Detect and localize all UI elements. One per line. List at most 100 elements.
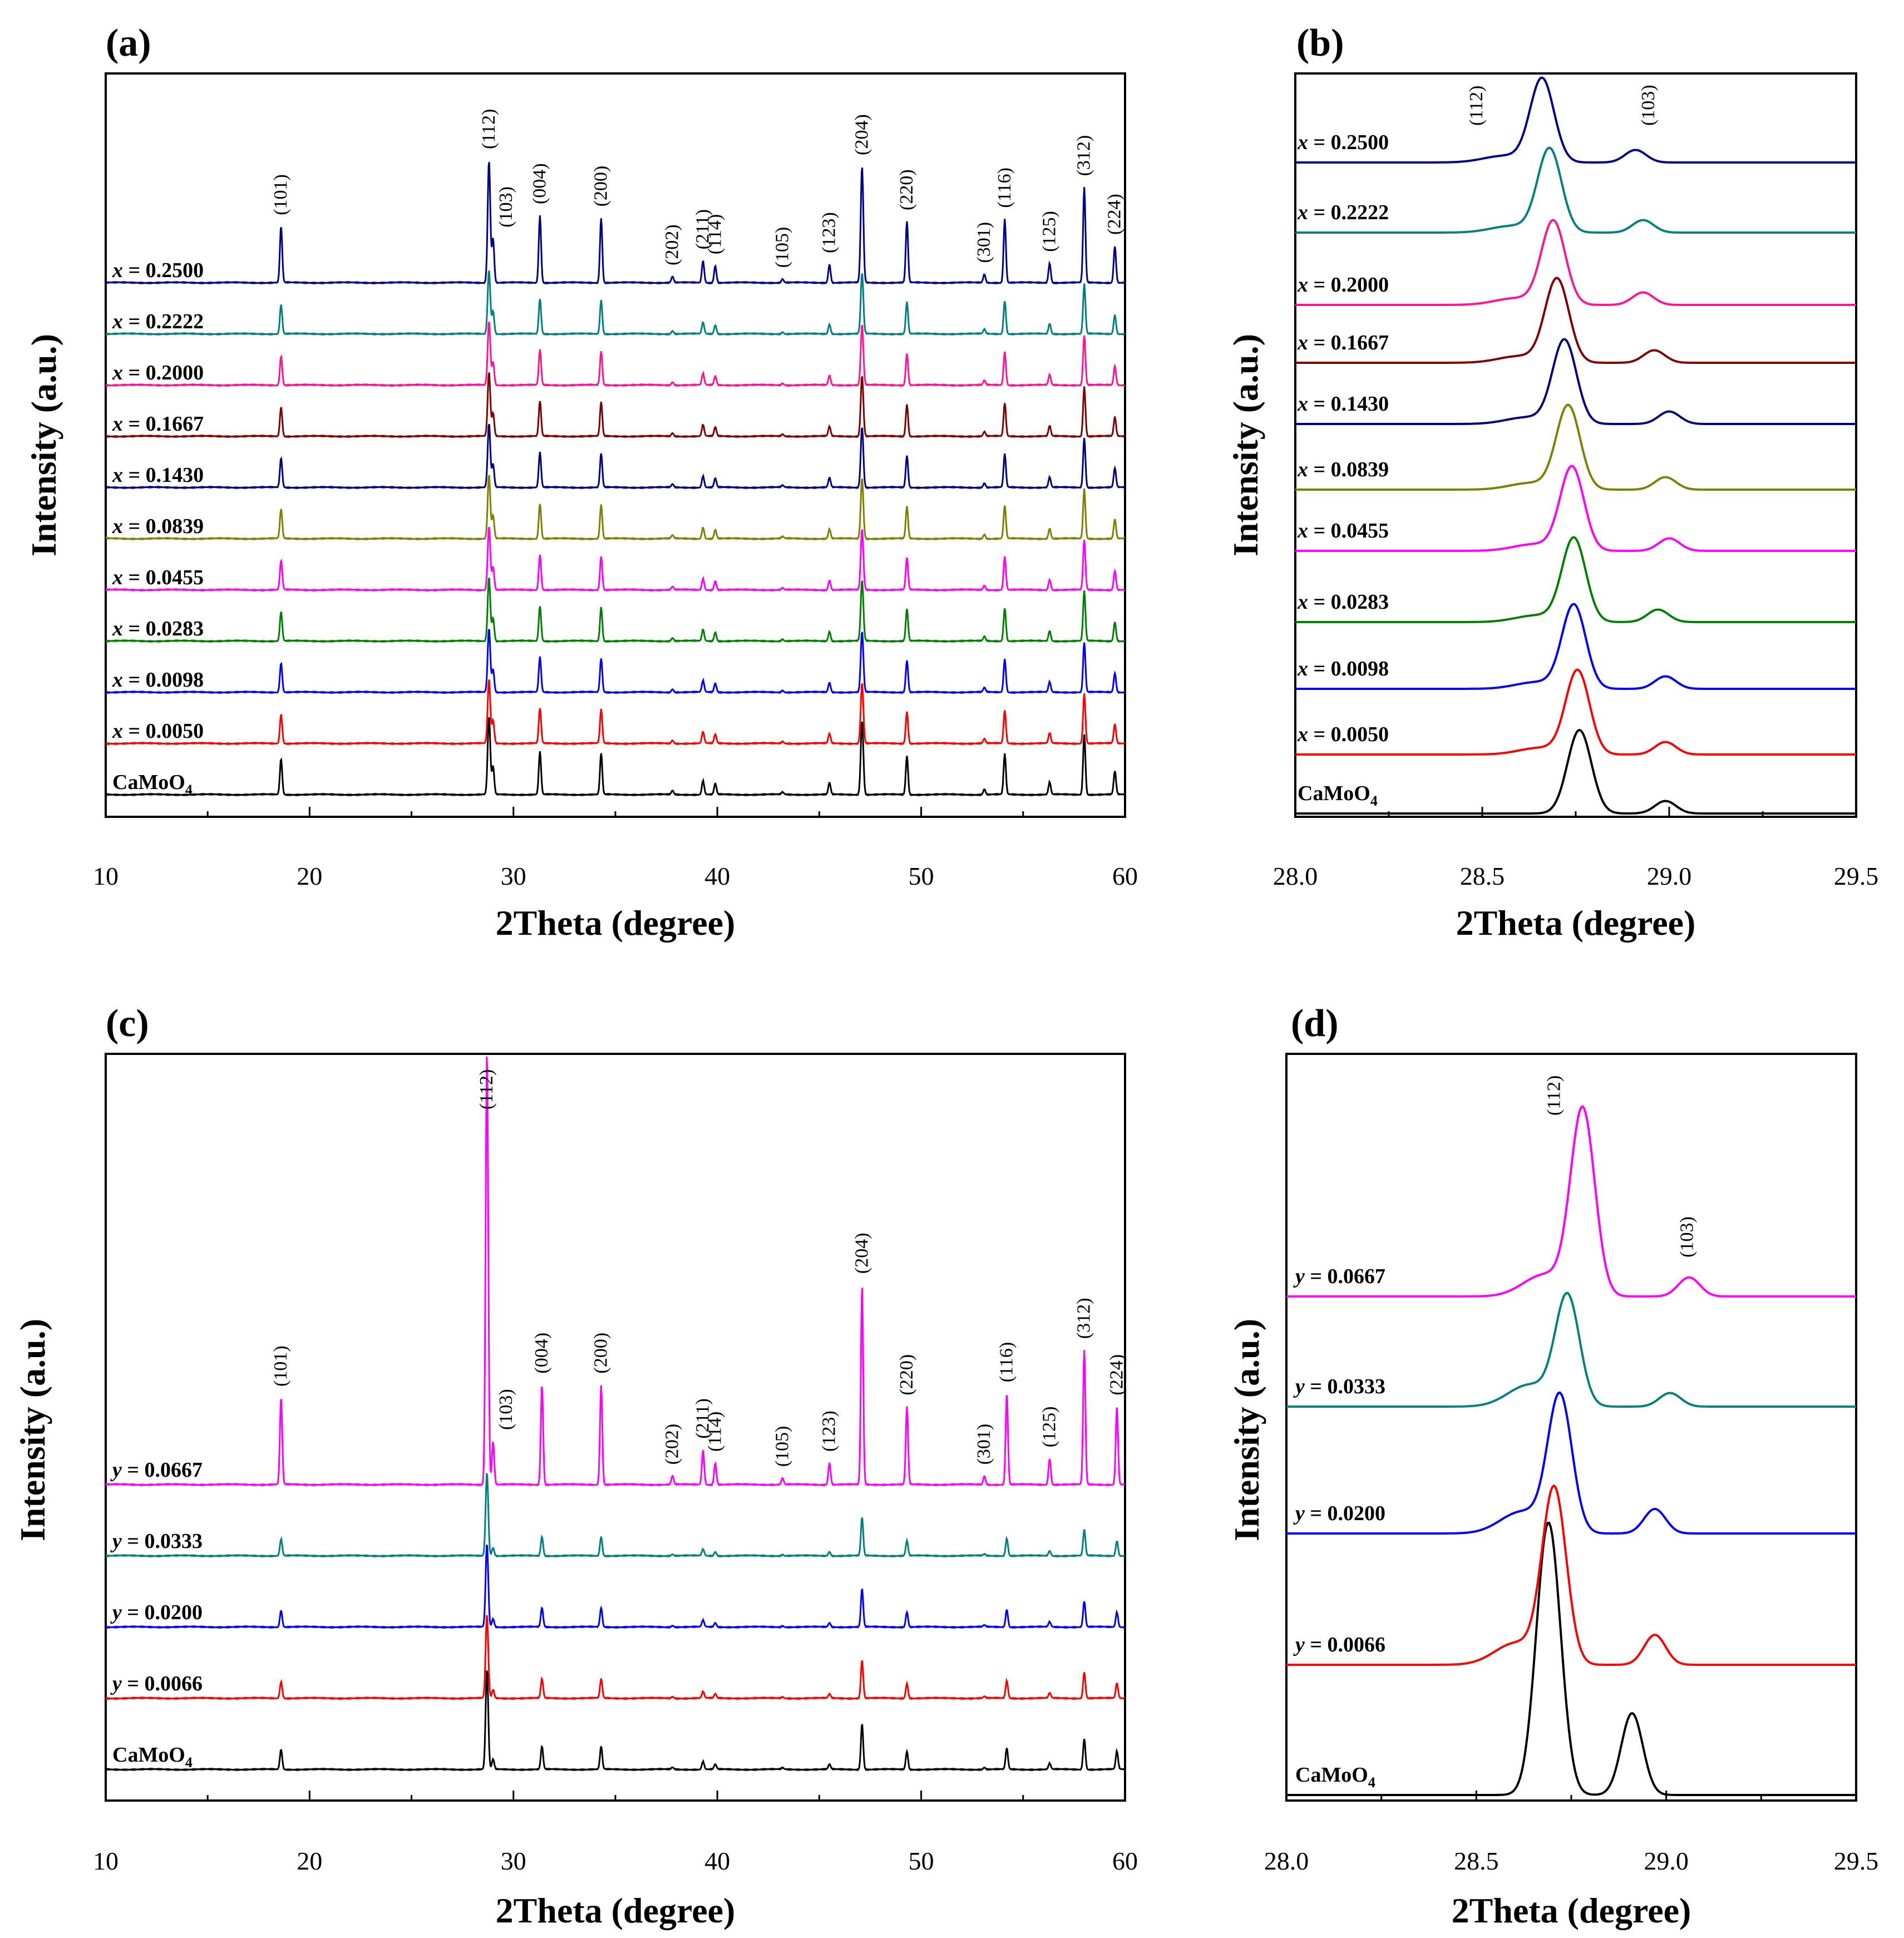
series-line [106, 1056, 1125, 1487]
series-line [1286, 1522, 1856, 1796]
x-tick-label: 29.5 [1834, 1847, 1879, 1875]
series-line [106, 1615, 1125, 1700]
series-line [106, 423, 1125, 490]
series-label: x = 0.2000 [112, 361, 204, 384]
series-line [106, 629, 1125, 694]
hkl-annotation: (105) [772, 227, 792, 268]
plot-frame [1294, 72, 1857, 818]
series-label: x = 0.1430 [112, 463, 204, 487]
x-tick-label: 40 [704, 862, 730, 890]
series-label: x = 0.1667 [1297, 331, 1389, 354]
hkl-annotation: (301) [974, 1424, 994, 1465]
y-axis-label: Intensity (a.u.) [1226, 334, 1265, 556]
series-label: x = 0.0098 [112, 668, 204, 692]
hkl-annotation: (105) [772, 1426, 792, 1467]
series-label: x = 0.0283 [1297, 590, 1389, 614]
series-label: CaMoO4 [1295, 1763, 1375, 1791]
series-label: x = 0.2000 [1297, 273, 1389, 297]
series-line [1295, 603, 1856, 690]
hkl-annotation: (125) [1039, 211, 1059, 252]
hkl-annotation: (114) [705, 214, 726, 254]
hkl-annotation: (103) [496, 1389, 516, 1430]
series-line [106, 322, 1125, 387]
hkl-annotation: (123) [819, 1411, 840, 1452]
series-line [106, 475, 1125, 541]
hkl-annotation: (101) [270, 1345, 291, 1387]
hkl-annotation: (204) [851, 114, 872, 155]
series-label: x = 0.0455 [112, 566, 204, 589]
series-line [106, 717, 1125, 797]
x-axis-label: 2Theta (degree) [1456, 903, 1696, 943]
hkl-annotation: (220) [896, 1354, 917, 1395]
hkl-annotation: (312) [1074, 135, 1094, 176]
series-line [1286, 1391, 1856, 1535]
x-tick-label: 20 [297, 862, 322, 890]
hkl-annotation: (103) [1676, 1216, 1697, 1258]
hkl-annotation: (101) [270, 174, 291, 215]
x-tick-label: 29.5 [1834, 862, 1879, 890]
hkl-annotation: (211) [693, 209, 713, 249]
plot-frame [105, 72, 1126, 818]
panel-c: (c) 2Theta (degree) Intensity (a.u.) 10 20 30… [13, 1002, 1138, 1930]
x-tick-label: 20 [297, 1847, 322, 1875]
series-line [106, 578, 1125, 643]
hkl-annotation: (202) [662, 224, 683, 265]
series-line [1286, 1291, 1856, 1408]
series-line [106, 1544, 1125, 1629]
series-label: x = 0.2222 [112, 310, 204, 333]
hkl-annotation: (112) [1466, 86, 1487, 126]
series-line [1295, 728, 1856, 815]
y-axis-label: Intensity (a.u.) [1227, 1319, 1266, 1541]
series-line [1295, 146, 1856, 234]
series-line [106, 372, 1125, 438]
series-label: y = 0.0333 [1293, 1375, 1385, 1398]
x-tick-label: 60 [1112, 1847, 1138, 1875]
series-line [1295, 76, 1856, 164]
x-tick-label: 29.0 [1644, 1847, 1689, 1875]
panel-label: (c) [106, 1002, 149, 1045]
series-label: x = 0.0839 [112, 515, 204, 538]
hkl-annotation: (125) [1039, 1407, 1059, 1448]
series-line [106, 1670, 1125, 1772]
hkl-annotation: (220) [896, 169, 917, 210]
series-line [1295, 338, 1856, 425]
hkl-annotation: (112) [476, 1069, 497, 1109]
hkl-annotation: (112) [1544, 1076, 1565, 1116]
hkl-annotation: (103) [496, 186, 516, 228]
series-label: y = 0.0066 [110, 1672, 203, 1695]
x-tick-label: 40 [704, 1847, 730, 1875]
series-line [106, 679, 1125, 746]
hkl-annotation: (204) [851, 1233, 872, 1274]
y-axis-label: Intensity (a.u.) [13, 1319, 52, 1541]
hkl-annotation: (004) [531, 1333, 552, 1374]
series-line [1295, 403, 1856, 491]
x-tick-label: 28.5 [1454, 1847, 1499, 1875]
series-label: x = 0.0050 [112, 719, 204, 743]
series-label: CaMoO4 [1298, 782, 1378, 809]
hkl-annotation: (301) [974, 222, 994, 263]
x-tick-label: 50 [909, 862, 934, 890]
hkl-annotation: (224) [1104, 194, 1125, 235]
x-tick-label: 30 [501, 1847, 526, 1875]
x-axis-label: 2Theta (degree) [1452, 1891, 1691, 1930]
series-label: x = 0.0839 [1297, 458, 1389, 481]
series-label: x = 0.0283 [112, 617, 204, 640]
plot-frame [105, 1053, 1126, 1802]
x-tick-label: 60 [1112, 862, 1138, 890]
x-tick-label: 10 [93, 862, 119, 890]
panel-label: (d) [1291, 1002, 1339, 1045]
panel-label: (b) [1296, 22, 1344, 65]
series-line [1286, 1484, 1856, 1666]
hkl-annotation: (103) [1638, 85, 1659, 126]
hkl-annotation: (224) [1106, 1354, 1127, 1395]
hkl-annotation: (312) [1074, 1298, 1094, 1339]
hkl-annotation: (123) [819, 212, 840, 253]
series-label: y = 0.0667 [110, 1458, 203, 1482]
series-label: x = 0.2500 [112, 259, 204, 282]
series-line [1295, 536, 1856, 623]
series-label: y = 0.0333 [110, 1530, 203, 1553]
hkl-annotation: (114) [705, 1412, 726, 1452]
panel-d: (d) 2Theta (degree) Intensity (a.u.) 28.0 28… [1227, 1002, 1878, 1930]
hkl-annotation: (211) [693, 1398, 713, 1438]
